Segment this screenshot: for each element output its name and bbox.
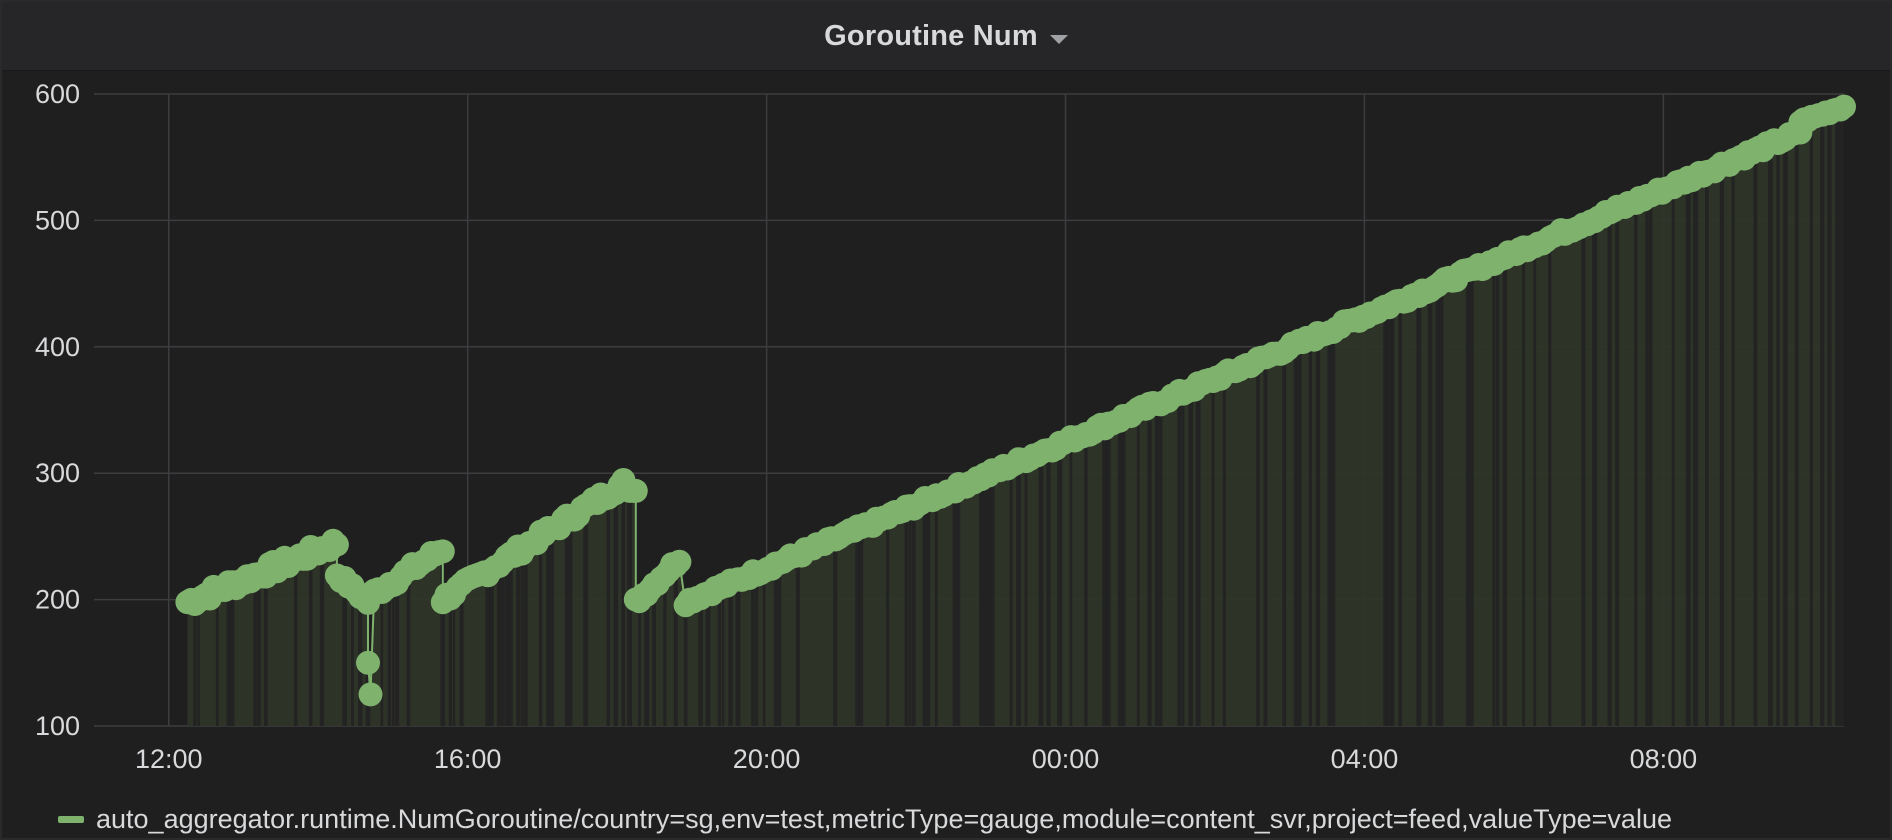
x-tick-label: 04:00 bbox=[1331, 744, 1399, 770]
y-tick-label: 600 bbox=[35, 79, 80, 109]
x-tick-label: 00:00 bbox=[1032, 744, 1100, 770]
data-point bbox=[358, 682, 383, 707]
data-point bbox=[623, 478, 648, 503]
legend-series-swatch[interactable] bbox=[58, 815, 84, 823]
data-point bbox=[324, 532, 349, 557]
data-point bbox=[430, 539, 455, 564]
data-point bbox=[356, 650, 380, 675]
legend-series-label[interactable]: auto_aggregator.runtime.NumGoroutine/cou… bbox=[96, 803, 1672, 834]
data-point bbox=[1832, 94, 1856, 119]
y-tick-label: 400 bbox=[35, 332, 80, 362]
caret-down-icon[interactable] bbox=[1049, 34, 1068, 44]
panel-title[interactable]: Goroutine Num bbox=[824, 19, 1038, 52]
x-tick-label: 12:00 bbox=[135, 744, 203, 770]
y-tick-label: 500 bbox=[35, 205, 80, 235]
x-tick-label: 08:00 bbox=[1630, 744, 1698, 770]
y-tick-label: 200 bbox=[35, 585, 80, 615]
goroutine-chart: 100 200 300 400 500 600 12:00 16:00 20:00 00:00 04… bbox=[35, 79, 1856, 770]
x-tick-label: 20:00 bbox=[733, 744, 801, 770]
y-tick-label: 300 bbox=[35, 458, 80, 488]
panel-header[interactable]: Goroutine Num bbox=[2, 2, 1890, 71]
y-tick-label: 100 bbox=[35, 711, 80, 741]
legend: auto_aggregator.runtime.NumGoroutine/cou… bbox=[58, 799, 1672, 839]
x-tick-label: 16:00 bbox=[434, 744, 502, 770]
data-point bbox=[667, 549, 692, 574]
